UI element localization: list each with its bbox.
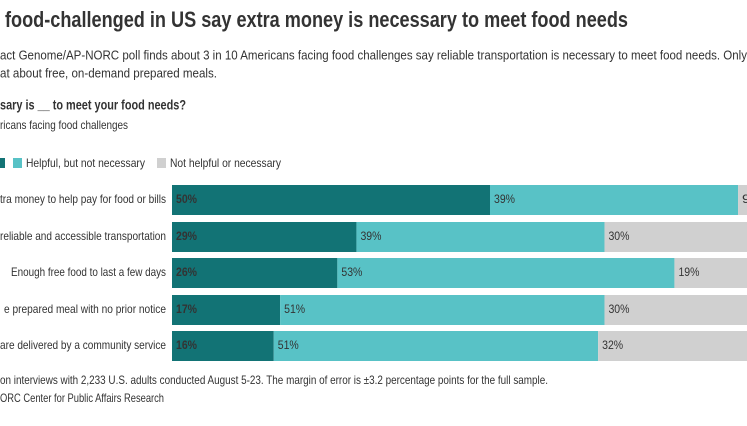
value-label: 26%	[176, 265, 197, 279]
legend-swatch	[0, 158, 5, 168]
value-label: 16%	[176, 338, 197, 352]
value-label: 51%	[284, 302, 305, 316]
category-label: are delivered by a community service	[0, 338, 166, 352]
bar-segment	[280, 295, 605, 325]
category-label: e prepared meal with no prior notice	[4, 302, 166, 316]
subtitle: at about free, on-demand prepared meals.	[0, 65, 217, 80]
value-label: 32%	[602, 338, 623, 352]
value-label: 50%	[176, 192, 197, 206]
value-label: 39%	[494, 192, 515, 206]
value-label: 9%	[742, 192, 747, 206]
value-label: 17%	[176, 302, 197, 316]
bar-segment	[172, 258, 338, 288]
bar-segment	[604, 222, 747, 252]
subtitle: act Genome/AP-NORC poll finds about 3 in…	[0, 47, 747, 62]
bar-segment	[172, 331, 274, 361]
legend-label: Helpful, but not necessary	[26, 156, 145, 170]
legend-swatch	[157, 158, 166, 168]
question-note: ricans facing food challenges	[0, 118, 128, 132]
category-label: tra money to help pay for food or bills	[0, 192, 166, 206]
value-label: 53%	[341, 265, 362, 279]
bar-segment	[604, 295, 747, 325]
category-label: reliable and accessible transportation	[0, 229, 166, 243]
bar-segment	[172, 222, 357, 252]
value-label: 51%	[278, 338, 299, 352]
value-label: 30%	[608, 229, 629, 243]
value-label: 30%	[608, 302, 629, 316]
value-label: 19%	[678, 265, 699, 279]
legend-swatch	[13, 158, 22, 168]
legend-label: Not helpful or necessary	[170, 156, 281, 170]
bar-segment	[738, 185, 747, 215]
bar-segment	[337, 258, 675, 288]
bar-segment	[490, 185, 739, 215]
question: sary is __ to meet your food needs?	[0, 97, 186, 113]
footer: on interviews with 2,233 U.S. adults con…	[0, 373, 548, 387]
bar-segment	[356, 222, 605, 252]
bar-segment	[598, 331, 747, 361]
bar-segment	[172, 185, 490, 215]
value-label: 39%	[360, 229, 381, 243]
bar-segment	[674, 258, 747, 288]
value-label: 29%	[176, 229, 197, 243]
footer: ORC Center for Public Affairs Research	[0, 391, 164, 405]
category-label: Enough free food to last a few days	[11, 265, 166, 279]
chart-title: food-challenged in US say extra money is…	[5, 7, 628, 32]
bar-segment	[172, 295, 281, 325]
bar-segment	[273, 331, 599, 361]
